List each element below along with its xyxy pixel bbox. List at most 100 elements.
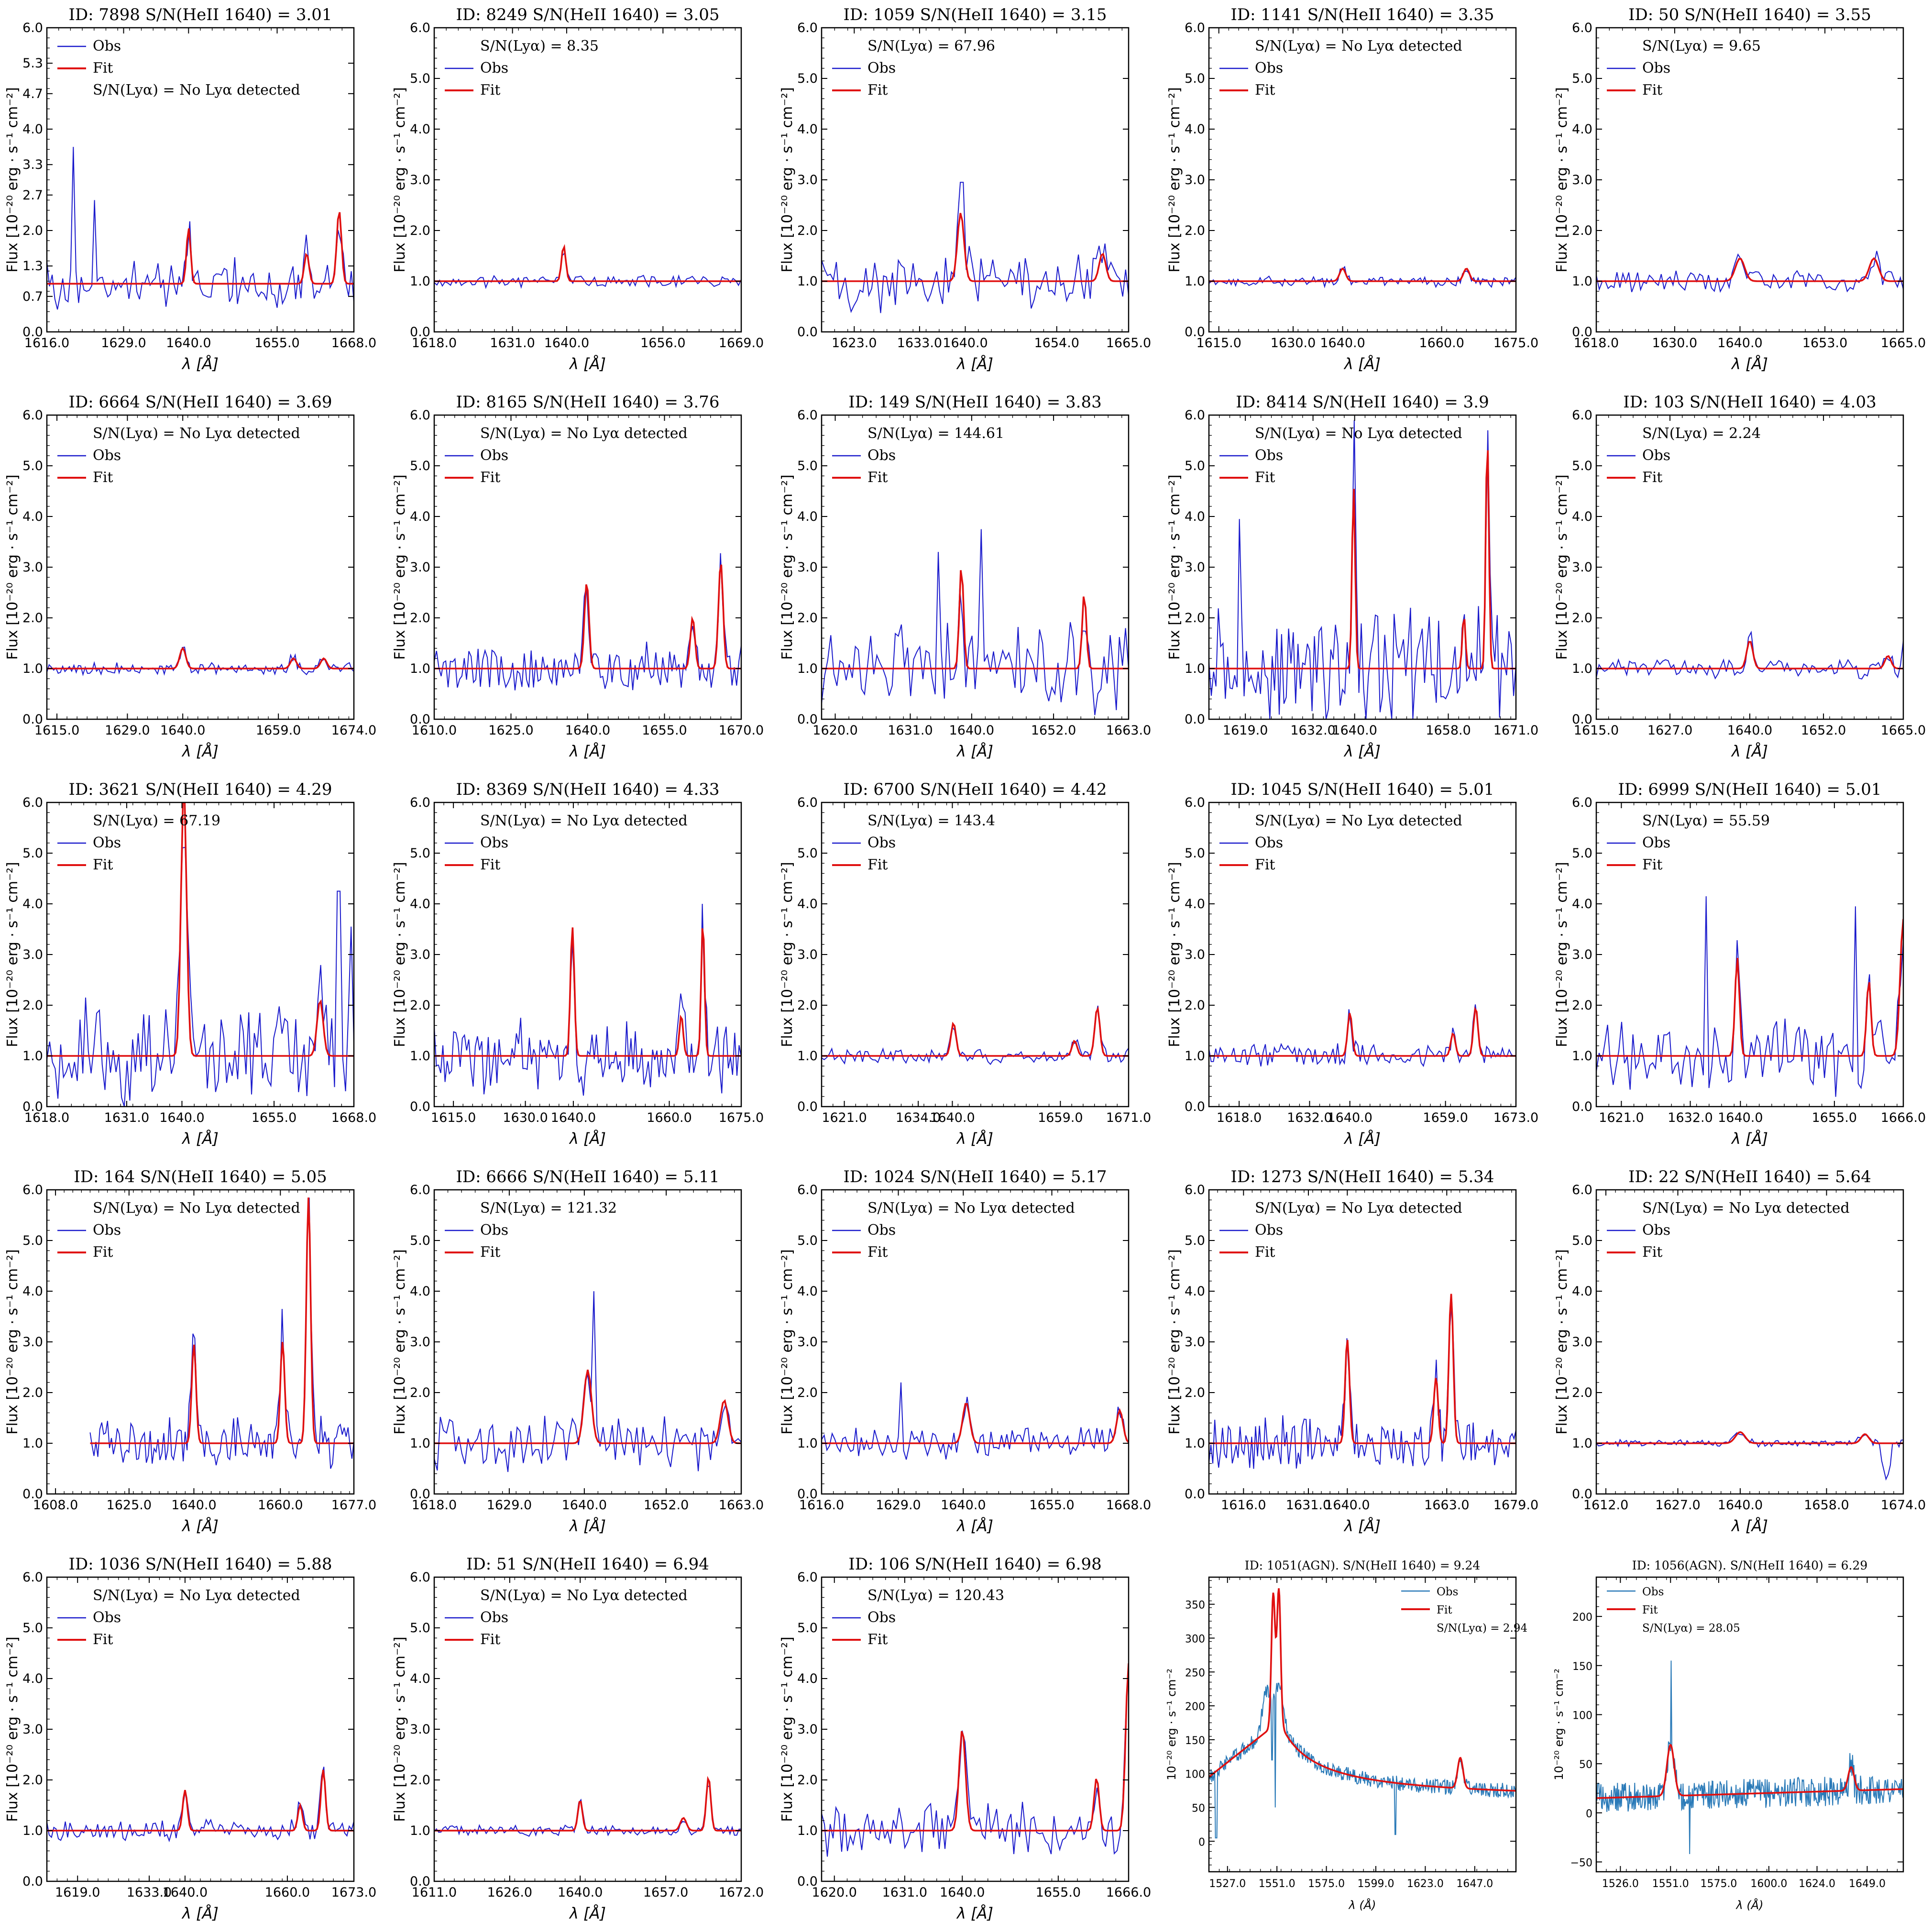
panel-title: ID: 6999 S/N(HeII 1640) = 5.01 (1618, 780, 1881, 799)
y-tick-label: 2.0 (410, 1385, 430, 1400)
fit-line (434, 244, 741, 282)
y-tick-label: 3.0 (797, 947, 818, 962)
y-tick-label: 6.0 (797, 21, 818, 35)
y-tick-label: 3.0 (410, 947, 430, 962)
x-tick-label: 1616.0 (1221, 1498, 1266, 1513)
obs-legend-label: Obs (1642, 60, 1670, 77)
y-tick-label: 6.0 (797, 1183, 818, 1197)
y-tick-label: 1.0 (797, 1436, 818, 1451)
y-tick-label: 3.0 (410, 1722, 430, 1737)
x-tick-label: 1665.0 (1881, 336, 1926, 351)
fit-legend-label: Fit (93, 1631, 113, 1648)
y-tick-label: 3.0 (1185, 947, 1205, 962)
y-tick-label: 2.0 (797, 611, 818, 626)
y-tick-label: 0.0 (1572, 1487, 1592, 1502)
fit-line (434, 1776, 741, 1832)
x-tick-label: 1551.0 (1652, 1878, 1689, 1890)
x-axis-label: λ [Å] (1731, 1517, 1768, 1535)
fit-line (1596, 257, 1903, 282)
fit-legend-label: Fit (867, 469, 888, 486)
y-tick-label: 6.0 (1572, 1183, 1592, 1197)
spectrum-panel: ID: 1036 S/N(HeII 1640) = 5.88 1619.0 1633… (0, 1549, 382, 1932)
fit-line (1209, 1588, 1516, 1792)
y-tick-label: 100 (1572, 1710, 1592, 1722)
x-tick-label: 1619.0 (1223, 723, 1268, 738)
obs-legend-label: Obs (93, 447, 121, 464)
y-tick-label: 6.0 (1572, 21, 1592, 35)
legend: Obs Fit S/N(Lyα) = 2.94 (1401, 1586, 1527, 1635)
x-tick-label: 1672.0 (719, 1885, 764, 1900)
x-tick-label: 1640.0 (941, 1498, 986, 1513)
x-axis-label: λ [Å] (956, 1130, 993, 1148)
spectrum-panel: ID: 103 S/N(HeII 1640) = 4.03 1615.0 1627.… (1548, 387, 1931, 770)
y-tick-label: 1.0 (1185, 274, 1205, 289)
snr-lya-annotation: S/N(Lyα) = 9.65 (1642, 38, 1761, 55)
x-tick-label: 1640.0 (1717, 336, 1762, 351)
y-tick-label: 2.0 (797, 1773, 818, 1788)
y-tick-label: 3.0 (1185, 560, 1205, 575)
spectrum-panel: ID: 7898 S/N(HeII 1640) = 3.01 1616.0 1629… (0, 0, 382, 383)
y-tick-label: 1.0 (797, 274, 818, 289)
panel-title: ID: 51 S/N(HeII 1640) = 6.94 (466, 1555, 709, 1574)
y-tick-label: −50 (1570, 1857, 1592, 1869)
obs-legend-label: Obs (480, 447, 508, 464)
legend: S/N(Lyα) = No Lyα detected Obs Fit (1607, 1200, 1850, 1261)
obs-line (434, 1291, 741, 1472)
y-tick-label: 200 (1185, 1701, 1205, 1713)
x-tick-label: 1615.0 (431, 1110, 476, 1125)
panel-title: ID: 8165 S/N(HeII 1640) = 3.76 (456, 393, 719, 412)
y-tick-label: 6.0 (797, 408, 818, 423)
y-axis-label: Flux [10⁻²⁰ erg · s⁻¹ cm⁻²] (1166, 1249, 1183, 1434)
obs-legend-label: Obs (93, 834, 121, 851)
spectrum-panel: ID: 1051(AGN). S/N(HeII 1640) = 9.24 1527… (1161, 1549, 1544, 1932)
spectrum-svg: ID: 51 S/N(HeII 1640) = 6.94 1611.0 1626.0… (392, 1555, 764, 1922)
y-tick-label: 3.0 (1185, 1335, 1205, 1350)
y-tick-label: 0.0 (22, 1874, 43, 1889)
fit-line (47, 647, 354, 670)
panel-title: ID: 1024 S/N(HeII 1640) = 5.17 (843, 1167, 1107, 1186)
y-tick-label: 6.0 (410, 1183, 430, 1197)
y-tick-label: 1.3 (22, 259, 43, 274)
obs-legend-label: Obs (1642, 1222, 1670, 1239)
y-tick-label: 2.0 (22, 1773, 43, 1788)
y-tick-label: 4.0 (1572, 1284, 1592, 1299)
legend: S/N(Lyα) = 144.61 Obs Fit (832, 425, 1004, 486)
y-tick-label: 200 (1572, 1612, 1592, 1624)
y-tick-label: 5.0 (22, 459, 43, 473)
x-tick-label: 1658.0 (1804, 1498, 1849, 1513)
y-tick-label: 0.0 (1185, 712, 1205, 727)
spectrum-svg: ID: 1051(AGN). S/N(HeII 1640) = 9.24 1527… (1165, 1559, 1527, 1912)
axes-frame (1595, 1576, 1904, 1873)
x-tick-label: 1640.0 (558, 1885, 603, 1900)
x-tick-label: 1660.0 (1419, 336, 1464, 351)
legend: S/N(Lyα) = 143.4 Obs Fit (832, 812, 995, 873)
x-tick-label: 1623.0 (832, 336, 877, 351)
fit-legend-label: Fit (480, 82, 500, 99)
y-tick-label: 3.0 (22, 1335, 43, 1350)
spectrum-panel: ID: 8369 S/N(HeII 1640) = 4.33 1615.0 1630… (386, 775, 769, 1157)
x-axis-label: λ [Å] (181, 742, 219, 760)
y-tick-label: 2.0 (797, 1385, 818, 1400)
x-tick-label: 1668.0 (331, 1110, 376, 1125)
y-tick-label: 2.0 (1185, 223, 1205, 238)
y-tick-label: 4.0 (1572, 122, 1592, 137)
x-tick-label: 1665.0 (1106, 336, 1151, 351)
x-axis-label: λ [Å] (956, 1517, 993, 1535)
y-axis-label: Flux [10⁻²⁰ erg · s⁻¹ cm⁻²] (392, 87, 408, 272)
snr-lya-annotation: S/N(Lyα) = No Lyα detected (93, 1200, 300, 1217)
y-tick-label: 5.0 (797, 71, 818, 86)
y-tick-label: 0.0 (410, 1487, 430, 1502)
x-axis-label: λ [Å] (181, 1904, 219, 1922)
obs-legend-label: Obs (1437, 1586, 1458, 1598)
y-tick-label: 0.0 (410, 1099, 430, 1114)
y-tick-label: 50 (1579, 1759, 1592, 1771)
panel-title: ID: 8249 S/N(HeII 1640) = 3.05 (456, 5, 719, 24)
obs-line (822, 1662, 1129, 1857)
y-tick-label: 4.0 (1185, 122, 1205, 137)
x-axis-label: λ [Å] (956, 355, 993, 373)
obs-legend-label: Obs (93, 1609, 121, 1626)
x-tick-label: 1657.0 (643, 1885, 688, 1900)
y-axis-label: Flux [10⁻²⁰ erg · s⁻¹ cm⁻²] (4, 474, 21, 659)
spectrum-svg: ID: 8414 S/N(HeII 1640) = 3.9 1619.0 1632.… (1166, 393, 1538, 760)
x-tick-label: 1634.0 (896, 1110, 941, 1125)
